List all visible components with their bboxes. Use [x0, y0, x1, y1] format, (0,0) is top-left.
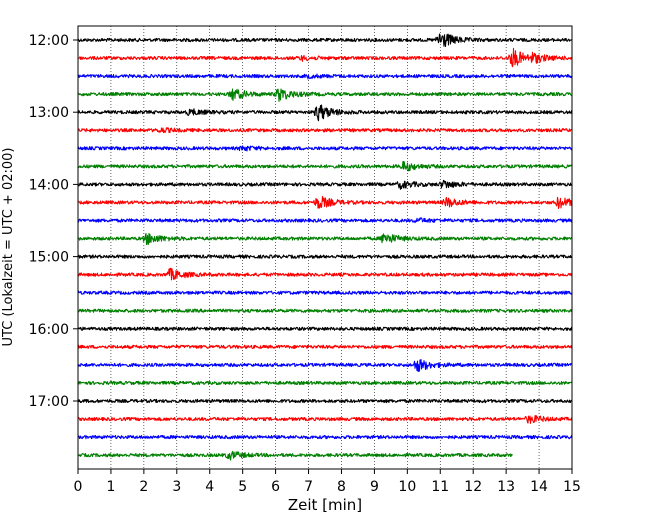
trace-line-22 — [77, 415, 573, 424]
trace-line-2 — [77, 47, 573, 68]
x-axis-label: Zeit [min] — [288, 496, 362, 514]
x-tick-label: 0 — [74, 479, 83, 495]
x-tick-label: 9 — [370, 479, 379, 495]
y-tick-label: 17:00 — [29, 394, 69, 410]
y-axis: 12:00 13:00 14:00 15:00 16:00 17:00 — [29, 33, 78, 410]
x-tick-label: 2 — [139, 479, 148, 495]
x-tick-label: 11 — [431, 479, 449, 495]
x-tick-label: 14 — [530, 479, 548, 495]
x-tick-label: 6 — [271, 479, 280, 495]
x-tick-label: 3 — [172, 479, 181, 495]
trace-line-6 — [77, 127, 573, 134]
trace-line-20 — [77, 380, 573, 386]
trace-line-13 — [77, 254, 573, 259]
trace-line-16 — [77, 308, 573, 313]
trace-line-23 — [77, 434, 573, 440]
trace-line-21 — [77, 398, 573, 404]
x-tick-label: 5 — [238, 479, 247, 495]
x-axis: 0 1 2 3 4 5 6 7 8 9 10 11 12 13 14 15 — [74, 469, 581, 495]
trace-line-7 — [77, 145, 573, 152]
trace-line-8 — [77, 160, 573, 172]
trace-line-15 — [77, 290, 573, 295]
x-tick-label: 8 — [337, 479, 346, 495]
x-tick-label: 1 — [106, 479, 115, 495]
trace-group — [77, 33, 573, 461]
trace-line-19 — [77, 359, 573, 373]
y-tick-label: 13:00 — [29, 105, 69, 121]
y-tick-label: 14:00 — [29, 177, 69, 193]
y-tick-label: 15:00 — [29, 250, 69, 266]
trace-line-17 — [77, 326, 573, 331]
trace-line-12 — [77, 232, 573, 246]
trace-line-24 — [77, 450, 513, 461]
x-tick-label: 15 — [563, 479, 581, 495]
trace-line-9 — [77, 179, 573, 190]
y-tick-label: 16:00 — [29, 322, 69, 338]
y-axis-label: UTC (Lokalzeit = UTC + 02:00) — [1, 148, 16, 347]
trace-line-3 — [77, 73, 573, 80]
trace-line-18 — [77, 344, 573, 349]
x-tick-label: 7 — [304, 479, 313, 495]
trace-line-5 — [77, 104, 573, 122]
x-tick-label: 13 — [497, 479, 515, 495]
trace-line-10 — [77, 196, 573, 210]
trace-line-11 — [77, 217, 573, 224]
x-tick-label: 12 — [464, 479, 482, 495]
trace-line-14 — [77, 267, 573, 281]
trace-line-1 — [77, 33, 573, 47]
grid-lines — [110, 26, 540, 469]
plot-frame — [77, 25, 573, 470]
x-tick-label: 4 — [205, 479, 214, 495]
x-tick-label: 10 — [398, 479, 416, 495]
y-tick-label: 12:00 — [29, 33, 69, 49]
trace-line-4 — [77, 88, 573, 102]
